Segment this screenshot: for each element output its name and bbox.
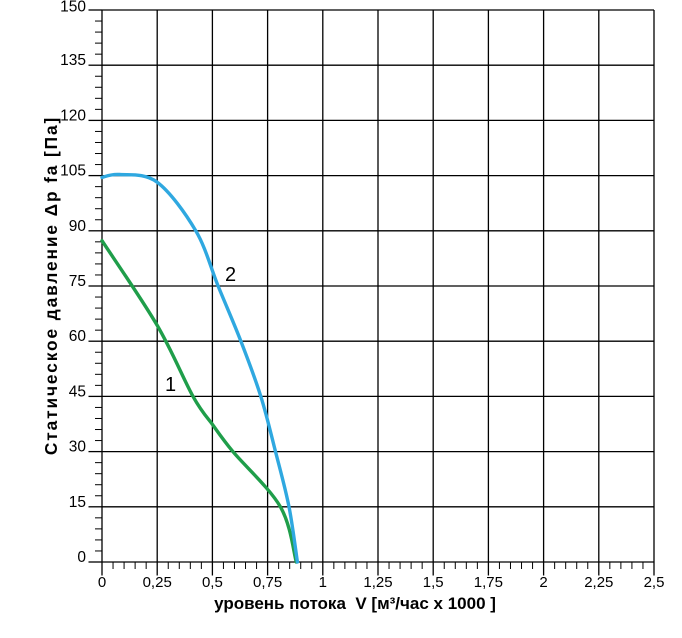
svg-text:105: 105 [60,163,86,180]
svg-text:120: 120 [60,107,86,124]
svg-text:1,5: 1,5 [423,574,444,591]
svg-text:135: 135 [60,52,86,69]
svg-text:0,5: 0,5 [202,574,223,591]
svg-text:1,75: 1,75 [474,574,503,591]
svg-text:2: 2 [225,264,236,286]
svg-text:75: 75 [69,273,86,290]
svg-text:150: 150 [60,0,86,16]
svg-text:0,25: 0,25 [143,574,172,591]
svg-text:45: 45 [69,383,86,400]
svg-text:1: 1 [165,374,176,396]
svg-text:15: 15 [69,494,86,511]
svg-text:2,25: 2,25 [584,574,613,591]
svg-text:90: 90 [69,218,87,235]
svg-text:1: 1 [319,574,327,591]
svg-text:60: 60 [69,328,87,345]
svg-text:1,25: 1,25 [363,574,392,591]
svg-text:0,75: 0,75 [253,574,282,591]
svg-text:30: 30 [69,439,87,456]
svg-text:0: 0 [98,574,106,591]
svg-text:2,5: 2,5 [644,574,665,591]
svg-text:0: 0 [77,549,86,566]
svg-text:2: 2 [539,574,547,591]
